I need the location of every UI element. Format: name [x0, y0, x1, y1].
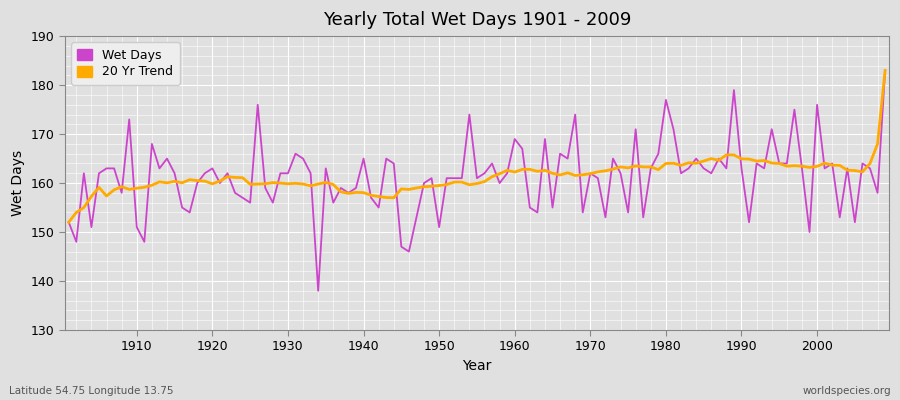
Title: Yearly Total Wet Days 1901 - 2009: Yearly Total Wet Days 1901 - 2009 — [323, 11, 631, 29]
20 Yr Trend — [63, 220, 74, 225]
Wet Days — [879, 68, 890, 73]
Wet Days — [290, 151, 301, 156]
Line: 20 Yr Trend: 20 Yr Trend — [68, 70, 885, 222]
20 Yr Trend — [509, 170, 520, 174]
Wet Days — [517, 146, 527, 151]
20 Yr Trend — [336, 190, 346, 194]
20 Yr Trend — [600, 168, 611, 173]
Text: worldspecies.org: worldspecies.org — [803, 386, 891, 396]
Wet Days — [343, 190, 354, 195]
20 Yr Trend — [879, 68, 890, 73]
20 Yr Trend — [124, 187, 135, 192]
Text: Latitude 54.75 Longitude 13.75: Latitude 54.75 Longitude 13.75 — [9, 386, 174, 396]
Wet Days — [124, 117, 135, 122]
Wet Days — [313, 288, 324, 293]
Wet Days — [63, 220, 74, 225]
Wet Days — [608, 156, 618, 161]
Wet Days — [509, 137, 520, 142]
Legend: Wet Days, 20 Yr Trend: Wet Days, 20 Yr Trend — [71, 42, 180, 85]
Y-axis label: Wet Days: Wet Days — [11, 150, 25, 216]
Line: Wet Days: Wet Days — [68, 70, 885, 291]
20 Yr Trend — [290, 181, 301, 186]
20 Yr Trend — [502, 168, 513, 173]
X-axis label: Year: Year — [463, 359, 491, 373]
